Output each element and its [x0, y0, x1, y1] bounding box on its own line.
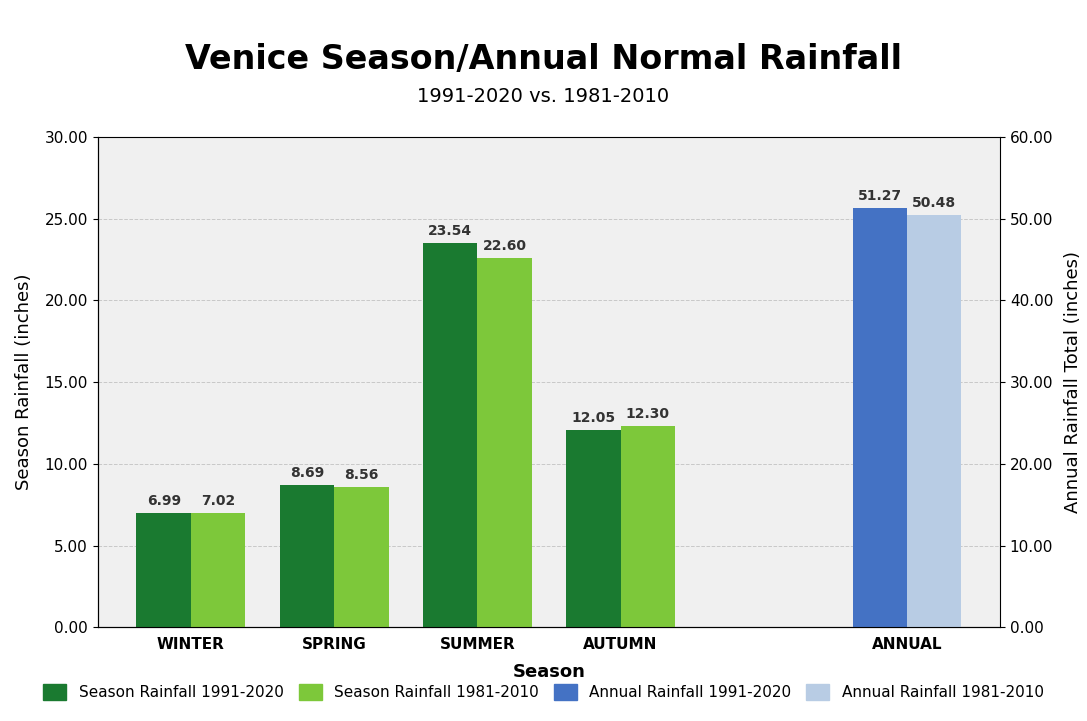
Text: 12.30: 12.30 — [626, 407, 670, 421]
Bar — [137, 513, 191, 627]
Text: 50.48: 50.48 — [912, 196, 957, 210]
Bar — [191, 513, 246, 627]
Bar — [423, 242, 477, 627]
Bar — [334, 487, 388, 627]
Bar — [621, 426, 675, 627]
Bar — [852, 208, 907, 627]
Bar — [907, 215, 961, 627]
Text: 6.99: 6.99 — [147, 494, 180, 508]
Y-axis label: Season Rainfall (inches): Season Rainfall (inches) — [15, 274, 34, 490]
Legend: Season Rainfall 1991-2020, Season Rainfall 1981-2010, Annual Rainfall 1991-2020,: Season Rainfall 1991-2020, Season Rainfa… — [37, 678, 1050, 706]
Bar — [477, 258, 532, 627]
Bar — [566, 430, 621, 627]
Text: 8.69: 8.69 — [290, 466, 324, 480]
Text: 7.02: 7.02 — [201, 494, 235, 508]
Text: 1991-2020 vs. 1981-2010: 1991-2020 vs. 1981-2010 — [417, 87, 670, 105]
Text: 12.05: 12.05 — [572, 412, 615, 425]
Text: 22.60: 22.60 — [483, 239, 526, 253]
Text: 51.27: 51.27 — [858, 190, 902, 203]
Bar — [279, 485, 334, 627]
Text: Venice Season/Annual Normal Rainfall: Venice Season/Annual Normal Rainfall — [185, 43, 902, 76]
Y-axis label: Annual Rainfall Total (inches): Annual Rainfall Total (inches) — [1064, 251, 1083, 513]
Text: 8.56: 8.56 — [345, 469, 378, 482]
Text: 23.54: 23.54 — [428, 224, 472, 238]
X-axis label: Season: Season — [512, 663, 586, 681]
